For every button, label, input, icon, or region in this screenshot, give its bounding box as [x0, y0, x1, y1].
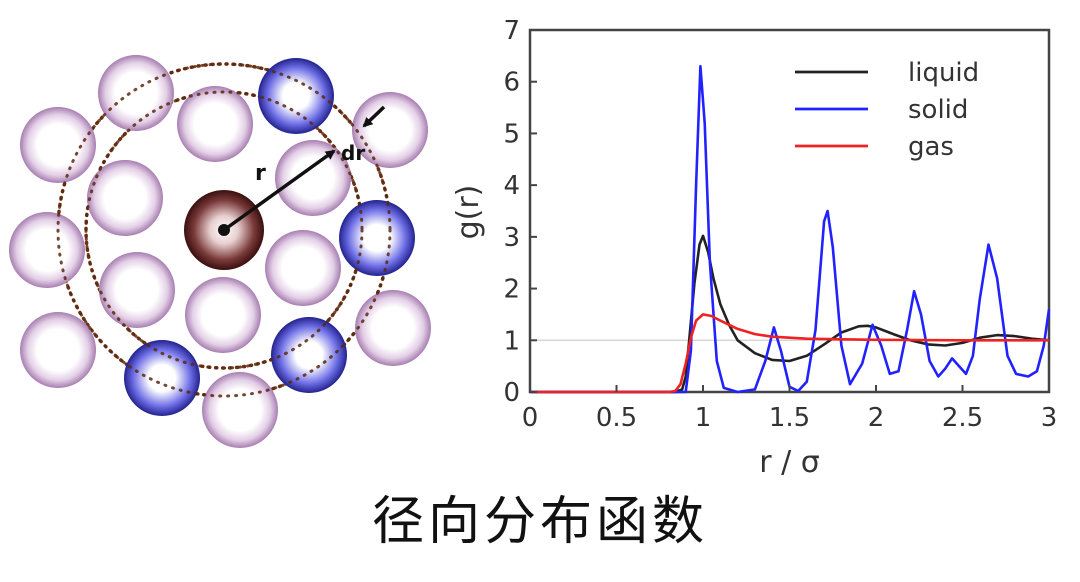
caption: 径向分布函数: [371, 492, 708, 552]
x-tick-label: 0: [522, 403, 539, 433]
particle-shell-diagram: r dr: [9, 55, 431, 448]
particle-purple: [177, 86, 253, 162]
particle-purple: [20, 107, 96, 183]
y-tick-label: 2: [503, 275, 520, 305]
particle-blue: [258, 58, 334, 134]
x-axis-label: r / σ: [759, 445, 820, 480]
y-tick-label: 0: [503, 378, 520, 408]
y-tick-label: 7: [503, 16, 520, 46]
shell-outer-overlay: [56, 62, 392, 398]
x-tick-label: 1: [695, 403, 712, 433]
particle-purple: [185, 277, 261, 353]
particle-purple: [202, 372, 278, 448]
r-arrow: [222, 149, 336, 232]
x-tick-label: 1.5: [769, 403, 810, 433]
y-tick-label: 4: [503, 171, 520, 201]
series-line-solid: [530, 64, 1051, 394]
particle-purple: [9, 212, 85, 288]
series-line-gas: [530, 313, 1049, 394]
y-axis-label: g(r): [451, 185, 486, 240]
particle-purple: [99, 252, 175, 328]
particle-purple: [87, 160, 163, 236]
particle-purple: [275, 140, 351, 216]
y-tick-label: 6: [503, 68, 520, 98]
particle-blue: [124, 340, 200, 416]
particle-purple: [265, 230, 341, 306]
series-line-liquid: [530, 234, 1050, 394]
y-tick-label: 1: [503, 326, 520, 356]
particle-purple: [355, 290, 431, 366]
legend-label-solid: solid: [908, 95, 968, 125]
r-label: r: [255, 161, 266, 186]
x-tick-label: 2.5: [942, 403, 983, 433]
particle-purple: [20, 312, 96, 388]
legend-label-gas: gas: [908, 132, 954, 162]
x-tick-label: 0.5: [596, 403, 637, 433]
particle-blue: [271, 317, 347, 393]
y-tick-label: 5: [503, 119, 520, 149]
dr-arrow: [362, 105, 386, 128]
legend: liquid solid gas: [795, 58, 979, 162]
x-tick-label: 3: [1041, 403, 1058, 433]
y-tick-label: 3: [503, 223, 520, 253]
dr-label: dr: [341, 141, 365, 165]
ticks: 0 0.5 1 1.5 2 2.5 3 0 1 2 3 4 5 6 7: [503, 16, 1057, 433]
shell-inner-overlay: [84, 90, 364, 370]
particle-purple: [352, 92, 428, 168]
particle-blue: [339, 200, 415, 276]
x-tick-label: 2: [868, 403, 885, 433]
rdf-chart: 0 0.5 1 1.5 2 2.5 3 0 1 2 3 4 5 6 7 liquid solid gas r /…: [451, 16, 1057, 480]
series-lines: [530, 64, 1051, 394]
legend-label-liquid: liquid: [908, 58, 979, 88]
particle-purple: [98, 55, 174, 131]
